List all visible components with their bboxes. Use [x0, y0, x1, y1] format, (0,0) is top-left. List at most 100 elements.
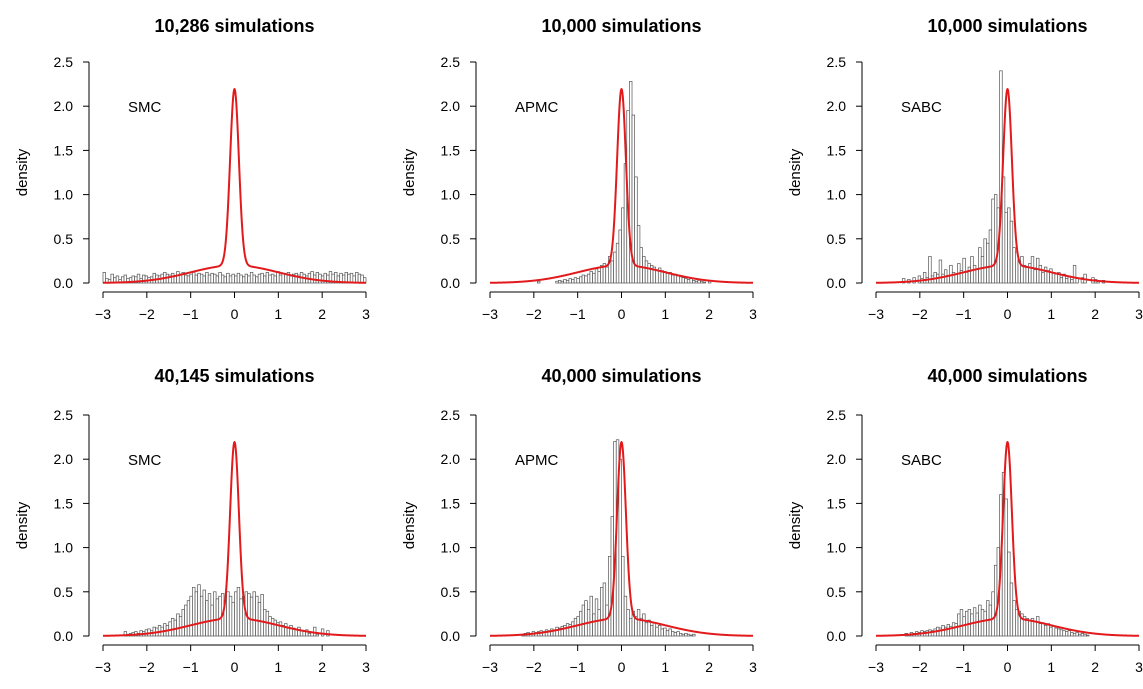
histogram-bar: [962, 257, 966, 284]
histogram-bar: [213, 273, 217, 284]
x-tick-label: 2: [1091, 306, 1099, 322]
histogram-bar: [1043, 625, 1048, 637]
histogram-bar: [563, 625, 567, 637]
histogram-bar: [278, 621, 283, 637]
method-label: SMC: [128, 452, 162, 469]
histogram-bar: [1041, 272, 1045, 284]
histogram-bar: [268, 616, 272, 637]
histogram-bar: [623, 595, 628, 637]
histogram-bar: [307, 632, 312, 637]
y-tick-label: 2.0: [54, 98, 74, 114]
panel-6: 40,000 simulations 0.0 0.5 1.0 1.5 2.0 2.5 dens…: [787, 366, 1143, 675]
histogram-bar: [586, 273, 591, 284]
histogram-bar: [975, 268, 979, 284]
histogram-bar: [207, 274, 212, 284]
x-tick-label: 2: [705, 306, 713, 322]
density-curve: [102, 88, 367, 284]
histogram-bar: [171, 272, 175, 284]
histogram-bar: [615, 242, 620, 284]
x-tick-label: 2: [318, 306, 326, 322]
histogram-bar: [181, 609, 185, 637]
histogram-bar: [991, 198, 995, 284]
histogram-bar: [1020, 256, 1024, 284]
x-tick-label: 2: [1091, 659, 1099, 675]
density-curve: [875, 88, 1140, 284]
histogram-bar: [186, 600, 191, 637]
histogram-bar: [679, 632, 683, 637]
histogram-bar: [1004, 211, 1008, 284]
histogram-bar: [702, 281, 707, 284]
histogram-bar: [959, 609, 964, 637]
x-tick-label: −1: [956, 306, 972, 322]
histogram-bar: [281, 272, 285, 284]
histogram-bar: [605, 604, 609, 637]
histogram-bar: [978, 247, 982, 284]
y-tick-label: 2.5: [441, 54, 461, 70]
histogram-bar: [197, 272, 201, 284]
histogram-bar: [1062, 630, 1066, 637]
y-tick-label: 0.0: [827, 275, 847, 291]
histogram-bar: [310, 271, 314, 284]
method-label: SABC: [901, 99, 942, 116]
histogram-bar: [215, 598, 220, 637]
histogram-bar: [102, 272, 106, 284]
y-tick-label: 1.0: [441, 187, 461, 203]
histogram-bar: [1004, 498, 1008, 637]
panel-title: 10,000 simulations: [927, 16, 1087, 36]
histogram-bar: [1038, 623, 1043, 637]
y-tick-label: 0.5: [441, 231, 461, 247]
histogram-bar: [1054, 273, 1058, 284]
panel-5: 40,000 simulations 0.0 0.5 1.0 1.5 2.0 2.5 dens…: [401, 366, 757, 675]
histogram-bar: [252, 274, 256, 284]
histogram-bar: [1072, 632, 1077, 637]
histogram-bar: [1028, 619, 1032, 637]
y-axis-label: density: [401, 148, 418, 196]
histogram-bar: [1057, 628, 1061, 637]
histogram-bar: [697, 279, 701, 284]
y-tick-label: 0.0: [441, 628, 461, 644]
y-tick-label: 0.0: [441, 275, 461, 291]
x-tick-label: −1: [183, 659, 199, 675]
method-label: SABC: [901, 452, 942, 469]
histogram-bar: [652, 622, 657, 637]
histogram-bar: [184, 274, 188, 284]
histogram-bar: [236, 272, 241, 284]
histogram-bar: [975, 612, 979, 637]
histogram-bar: [239, 274, 243, 284]
histogram-bar: [901, 278, 906, 284]
histogram-bar: [671, 631, 675, 637]
x-tick-label: 2: [705, 659, 713, 675]
histogram-bar: [163, 623, 167, 637]
histogram-bar: [592, 272, 596, 284]
histogram-bar: [268, 274, 272, 284]
histogram-bar: [1065, 278, 1069, 284]
histogram-bar: [597, 609, 601, 637]
histogram-bar: [357, 273, 362, 284]
y-tick-label: 1.0: [827, 540, 847, 556]
x-tick-label: 2: [318, 659, 326, 675]
histogram-bar: [970, 613, 974, 637]
histogram-bar: [315, 633, 320, 637]
histogram-bar: [576, 278, 580, 284]
histogram-bar: [594, 598, 599, 637]
histogram-bar: [252, 591, 256, 637]
x-tick-label: −2: [139, 306, 155, 322]
histogram-bar: [686, 633, 691, 637]
histogram-bar: [692, 633, 696, 637]
histogram-bar: [663, 627, 667, 637]
histogram-bar: [946, 624, 950, 637]
histogram-bar: [257, 602, 262, 637]
histogram-bar: [260, 272, 264, 284]
x-tick-label: 3: [749, 659, 757, 675]
histogram-bar: [1067, 630, 1071, 637]
histogram-bar: [184, 604, 188, 637]
y-tick-label: 0.5: [827, 231, 847, 247]
histogram-bar: [589, 595, 593, 637]
histogram-bar: [560, 280, 564, 284]
histogram-bar: [260, 594, 264, 637]
histogram-bar: [273, 275, 277, 284]
histogram-bar: [247, 275, 251, 284]
histogram-bar: [993, 194, 998, 284]
y-tick-label: 2.0: [827, 451, 847, 467]
histogram-bar: [571, 621, 575, 637]
